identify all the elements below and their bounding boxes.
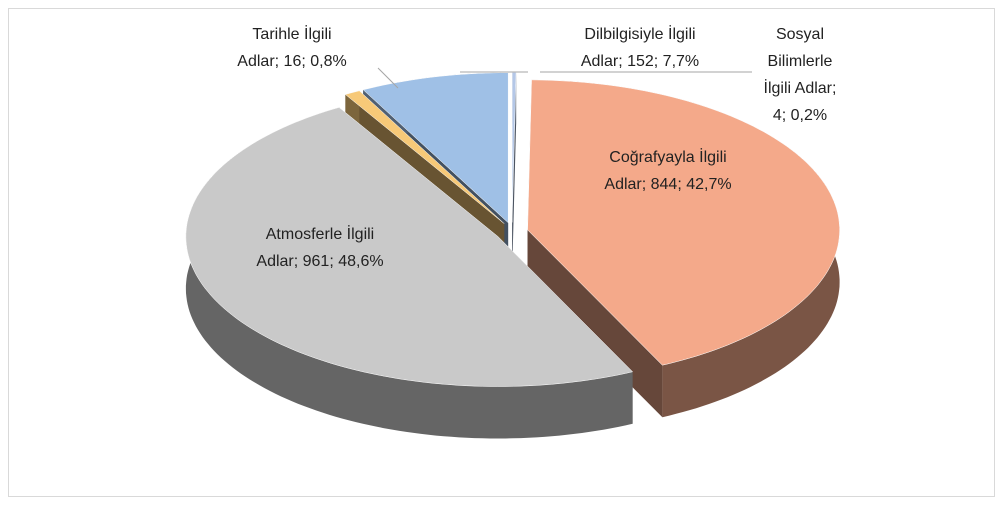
slice-wall: [185, 107, 633, 439]
data-label: Sosyal Bilimlerle İlgili Adlar; 4; 0,2%: [764, 26, 837, 124]
slice: [185, 107, 634, 387]
slice: [527, 79, 840, 366]
leader-line: [377, 67, 399, 89]
slice: [362, 72, 509, 224]
data-label: Dilbilgisiyle İlgili Adlar; 152; 7,7%: [581, 24, 699, 70]
slice: [344, 90, 505, 224]
data-label: Tarihle İlgili Adlar; 16; 0,8%: [237, 24, 346, 70]
data-label: Atmosferle İlgili Adlar; 961; 48,6%: [256, 224, 383, 270]
data-label: Coğrafyayla İlgili Adlar; 844; 42,7%: [604, 147, 731, 193]
